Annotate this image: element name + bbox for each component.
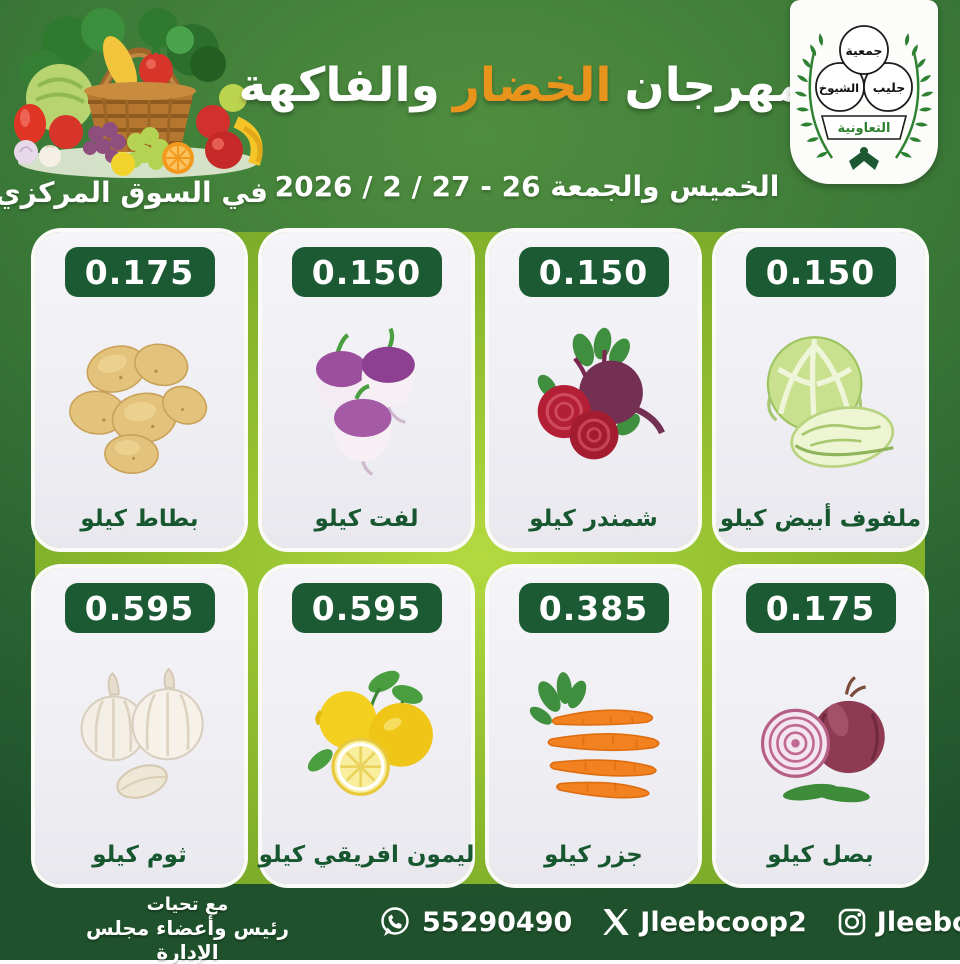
price-badge: 0.150 bbox=[291, 247, 442, 297]
price-value: 0.150 bbox=[765, 252, 876, 292]
garlic-image bbox=[55, 633, 225, 842]
coop-logo: جمعية الشيوخ جليب التعاونية bbox=[790, 0, 938, 184]
potatoes-image bbox=[55, 297, 225, 506]
price-value: 0.175 bbox=[765, 588, 876, 628]
logo-circle-left-text: الشيوخ bbox=[819, 81, 859, 96]
price-badge: 0.175 bbox=[745, 583, 896, 633]
price-value: 0.150 bbox=[538, 252, 649, 292]
greeting-line2: رئيس وأعضاء مجلس الإدارة bbox=[85, 916, 289, 964]
title-pre: مهرجان bbox=[624, 57, 806, 113]
white-cabbage-image bbox=[736, 297, 906, 506]
product-name: بصل كيلو bbox=[767, 842, 874, 868]
product-name: ثوم كيلو bbox=[92, 842, 187, 868]
offer-dates: الخميس والجمعة 26 - 27 / 2 / 2026 bbox=[274, 170, 780, 203]
product-name: ملفوف أبيض كيلو bbox=[719, 506, 922, 532]
whatsapp-number: 55290490 bbox=[422, 906, 573, 938]
price-value: 0.595 bbox=[84, 588, 195, 628]
product-name: لفت كيلو bbox=[314, 506, 419, 532]
whatsapp-icon bbox=[381, 907, 409, 936]
title-post: والفاكهة bbox=[238, 57, 440, 113]
contact-links: 55290490 Jleebcoop2 Jleebcoop bbox=[378, 898, 960, 946]
product-name: شمندر كيلو bbox=[529, 506, 658, 532]
title-highlight: الخضار bbox=[452, 57, 612, 113]
twitter-handle: Jleebcoop2 bbox=[640, 906, 807, 938]
whatsapp-contact[interactable]: 55290490 bbox=[378, 905, 572, 939]
price-value: 0.595 bbox=[311, 588, 422, 628]
african-lemon-image bbox=[282, 633, 452, 842]
turnips-image bbox=[282, 297, 452, 506]
laurel-right-branch bbox=[894, 32, 934, 160]
instagram-handle: Jleebcoop bbox=[876, 906, 960, 938]
instagram-icon bbox=[838, 908, 866, 936]
product-card-turnips: 0.150 bbox=[262, 232, 471, 548]
greeting-block: مع تحيات رئيس وأعضاء مجلس الإدارة bbox=[55, 894, 320, 964]
product-card-potatoes: 0.175 bbox=[35, 232, 244, 548]
logo-circle-top-text: جمعية bbox=[845, 43, 882, 58]
product-card-carrots: 0.385 bbox=[489, 568, 698, 884]
product-card-garlic: 0.595 ثوم ك bbox=[35, 568, 244, 884]
product-name: بطاط كيلو bbox=[80, 506, 199, 532]
logo-banner-text: التعاونية bbox=[837, 121, 890, 136]
product-card-red-onions: 0.175 bbox=[716, 568, 925, 884]
red-onions-image bbox=[736, 633, 906, 842]
carrots-image bbox=[509, 633, 679, 842]
price-badge: 0.175 bbox=[64, 247, 215, 297]
laurel-left-branch bbox=[794, 32, 834, 160]
price-badge: 0.150 bbox=[518, 247, 669, 297]
price-badge: 0.150 bbox=[745, 247, 896, 297]
beetroot-image bbox=[509, 297, 679, 506]
instagram-contact[interactable]: Jleebcoop bbox=[837, 907, 960, 938]
price-badge: 0.595 bbox=[291, 583, 442, 633]
product-name: ليمون افريقي كيلو bbox=[258, 842, 475, 868]
page-title: مهرجان الخضار والفاكهة bbox=[239, 26, 806, 144]
product-card-african-lemon: 0.595 bbox=[259, 568, 474, 884]
price-value: 0.385 bbox=[538, 588, 649, 628]
vegetable-basket-image bbox=[14, 8, 263, 178]
product-card-beetroot: 0.150 bbox=[489, 232, 698, 548]
logo-circle-right-text: جليب bbox=[873, 80, 905, 95]
twitter-contact[interactable]: Jleebcoop2 bbox=[602, 906, 807, 938]
greeting-line1: مع تحيات bbox=[146, 894, 229, 915]
price-badge: 0.385 bbox=[518, 583, 669, 633]
product-card-white-cabbage: 0.150 ملفوف أبيض كيلو bbox=[716, 232, 925, 548]
price-value: 0.150 bbox=[311, 252, 422, 292]
market-location: في السوق المركزي bbox=[0, 176, 268, 209]
product-grid: 0.175 bbox=[35, 232, 925, 884]
x-twitter-icon bbox=[603, 909, 630, 935]
product-name: جزر كيلو bbox=[544, 842, 643, 868]
coop-logo-emblem: جمعية الشيوخ جليب التعاونية bbox=[794, 25, 934, 170]
price-value: 0.175 bbox=[84, 252, 195, 292]
price-badge: 0.595 bbox=[64, 583, 215, 633]
